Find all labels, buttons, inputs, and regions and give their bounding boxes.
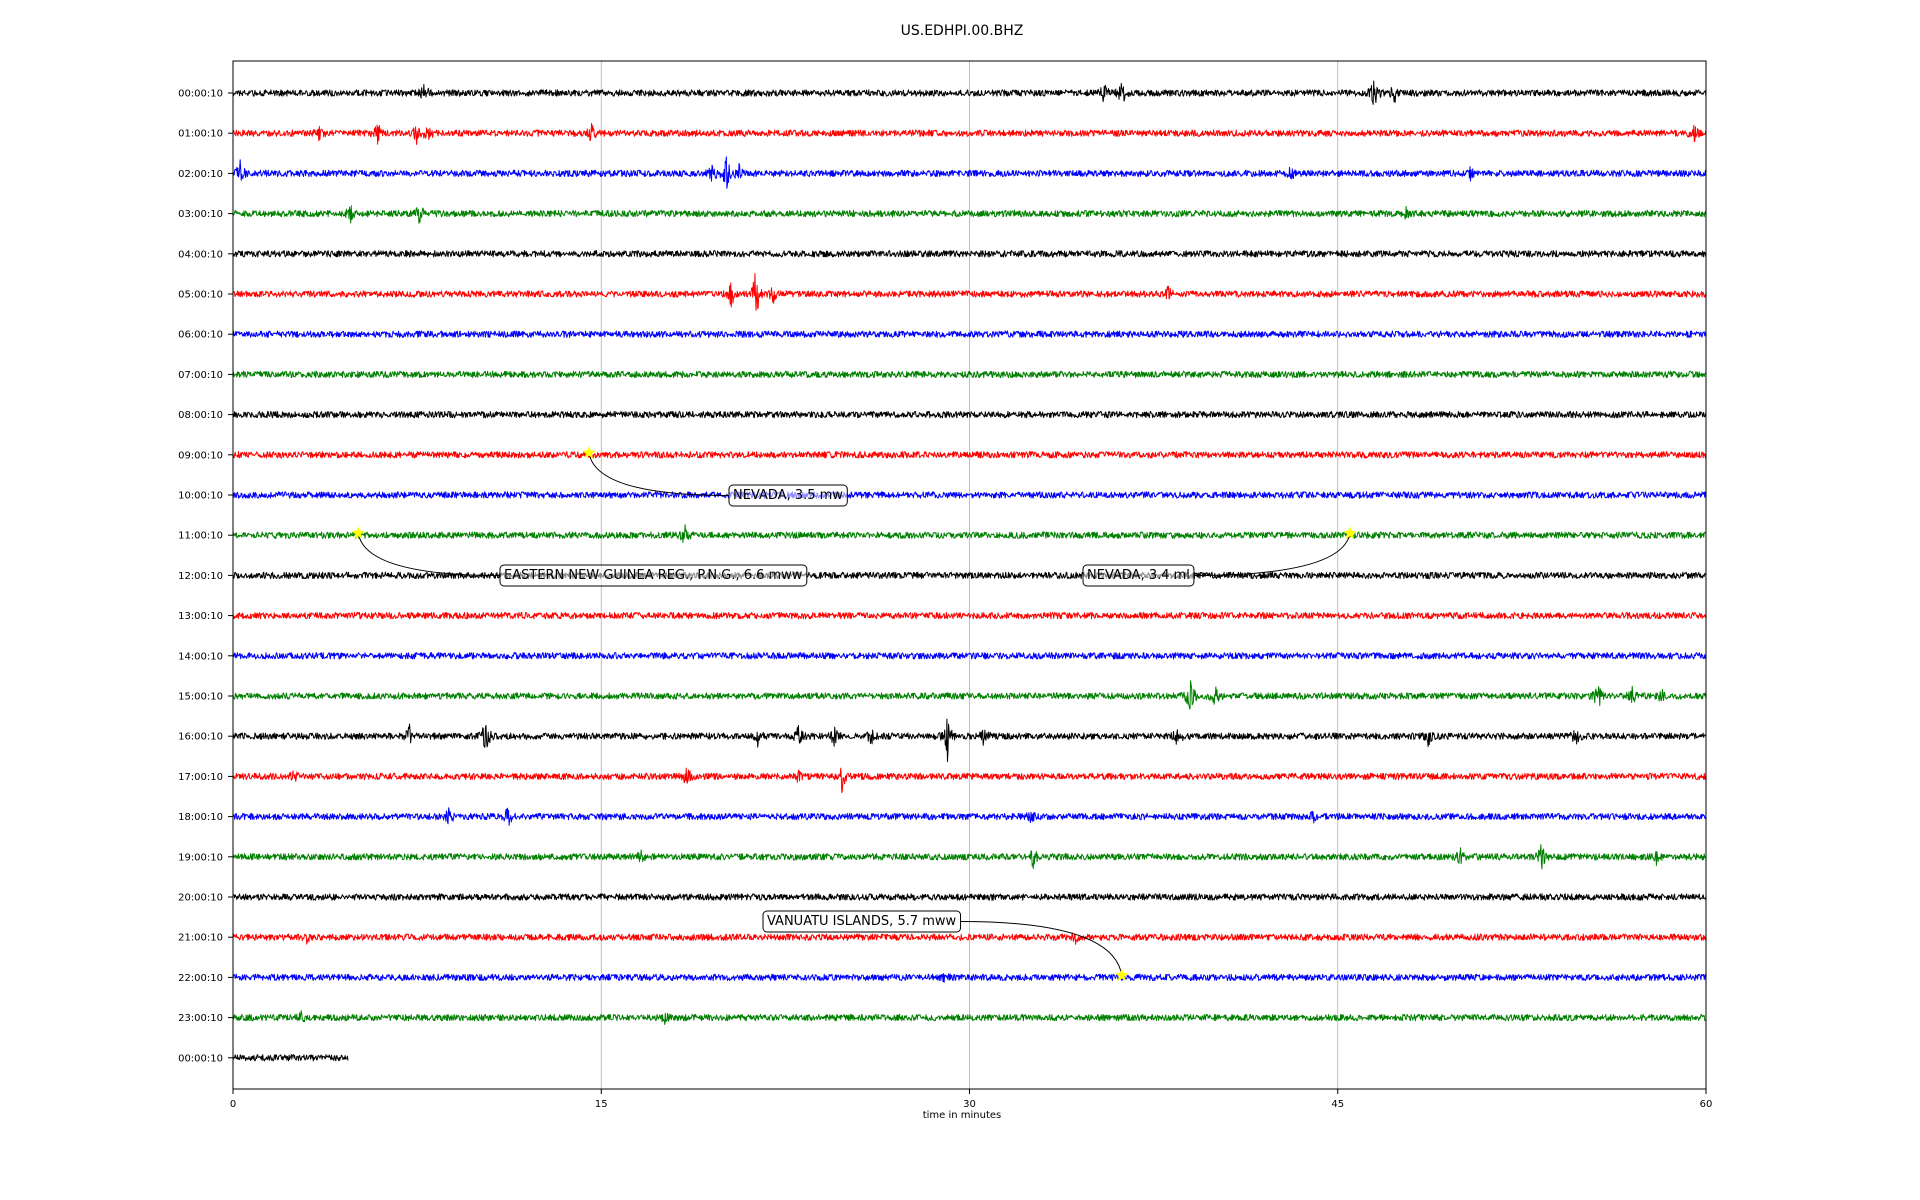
- trace-line: [232, 272, 1707, 311]
- trace-line: [232, 571, 1707, 580]
- trace-line: [232, 807, 1707, 826]
- trace-line: [232, 718, 1707, 763]
- event-annotation: VANUATU ISLANDS, 5.7 mww: [762, 910, 1129, 982]
- event-annotations: NEVADA, 3.5 mw EASTERN NEW GUINEA REG., P…: [351, 445, 1357, 982]
- row-time-label: 14:00:10: [178, 651, 223, 662]
- event-annotation: NEVADA, 3.5 mw: [582, 445, 848, 507]
- event-connector: [588, 452, 730, 496]
- chart-title: US.EDHPI.00.BHZ: [901, 23, 1024, 39]
- trace-line: [233, 652, 1707, 660]
- row-time-label: 01:00:10: [178, 129, 223, 140]
- event-label: EASTERN NEW GUINEA REG., P.N.G., 6.6 mww: [504, 568, 803, 583]
- row-time-label: 18:00:10: [178, 812, 223, 823]
- row-time-label: 15:00:10: [178, 692, 223, 703]
- row-time-label: 11:00:10: [178, 531, 223, 542]
- trace-line: [232, 122, 1707, 146]
- event-label: NEVADA, 3.5 mw: [733, 488, 843, 503]
- trace-line: [232, 893, 1707, 901]
- event-label-box: [1082, 564, 1195, 587]
- row-time-label: 06:00:10: [178, 330, 223, 341]
- trace-line: [232, 973, 1707, 983]
- row-time-label: 16:00:10: [178, 732, 223, 743]
- trace-line: [232, 451, 1707, 459]
- row-time-label: 03:00:10: [178, 209, 223, 220]
- event-label-box: [762, 910, 962, 933]
- row-time-label: 21:00:10: [178, 933, 223, 944]
- row-time-label: 17:00:10: [178, 772, 223, 783]
- row-time-label: 09:00:10: [178, 450, 223, 461]
- trace-line: [232, 80, 1707, 105]
- event-label-box: [728, 484, 848, 507]
- event-label-box: [499, 564, 808, 587]
- row-time-label: 00:00:10: [178, 1053, 223, 1064]
- trace-line: [232, 1054, 349, 1062]
- trace-line: [232, 767, 1707, 794]
- trace-line: [232, 491, 1707, 499]
- event-star-marker: [351, 526, 365, 539]
- trace-line: [232, 250, 1707, 258]
- row-time-label: 13:00:10: [178, 611, 223, 622]
- row-time-label: 20:00:10: [178, 893, 223, 904]
- y-tick-labels: 00:00:10 01:00:10 02:00:10 03:00:10 04:00:10…: [178, 89, 233, 1064]
- row-time-label: 23:00:10: [178, 1013, 223, 1024]
- event-star-marker: [1343, 526, 1357, 539]
- event-annotation: NEVADA, 3.4 ml: [1082, 526, 1357, 587]
- row-time-label: 08:00:10: [178, 410, 223, 421]
- trace-line: [232, 844, 1707, 870]
- seismic-traces: [232, 80, 1707, 1062]
- row-time-label: 19:00:10: [178, 852, 223, 863]
- event-star-marker: [1115, 968, 1129, 982]
- row-time-label: 07:00:10: [178, 370, 223, 381]
- x-tick-label: 60: [1700, 1099, 1713, 1110]
- row-time-label: 10:00:10: [178, 491, 223, 502]
- event-star-marker: [582, 445, 596, 459]
- row-time-label: 00:00:10: [178, 89, 223, 100]
- event-label: NEVADA, 3.4 ml: [1087, 568, 1190, 583]
- row-time-label: 05:00:10: [178, 290, 223, 301]
- x-tick-label: 0: [230, 1099, 236, 1110]
- trace-line: [232, 370, 1707, 379]
- event-connector: [1193, 533, 1351, 576]
- x-axis: 0 15 30 45 60: [230, 1089, 1713, 1110]
- row-time-label: 12:00:10: [178, 571, 223, 582]
- trace-line: [232, 1010, 1707, 1025]
- event-connector: [357, 533, 501, 576]
- event-label: VANUATU ISLANDS, 5.7 mww: [767, 914, 957, 929]
- trace-line: [232, 410, 1707, 419]
- x-tick-label: 30: [963, 1099, 976, 1110]
- row-time-label: 02:00:10: [178, 169, 223, 180]
- row-time-label: 22:00:10: [178, 973, 223, 984]
- x-tick-label: 15: [595, 1099, 608, 1110]
- row-time-label: 04:00:10: [178, 249, 223, 260]
- x-tick-label: 45: [1331, 1099, 1344, 1110]
- trace-line: [232, 205, 1707, 224]
- event-connector: [960, 921, 1123, 976]
- trace-line: [232, 932, 1707, 945]
- trace-line: [232, 611, 1706, 620]
- event-annotation: EASTERN NEW GUINEA REG., P.N.G., 6.6 mww: [351, 526, 808, 587]
- x-axis-label: time in minutes: [923, 1110, 1002, 1121]
- trace-line: [232, 330, 1707, 338]
- trace-line: [232, 156, 1707, 189]
- trace-line: [232, 680, 1707, 710]
- trace-line: [232, 524, 1707, 543]
